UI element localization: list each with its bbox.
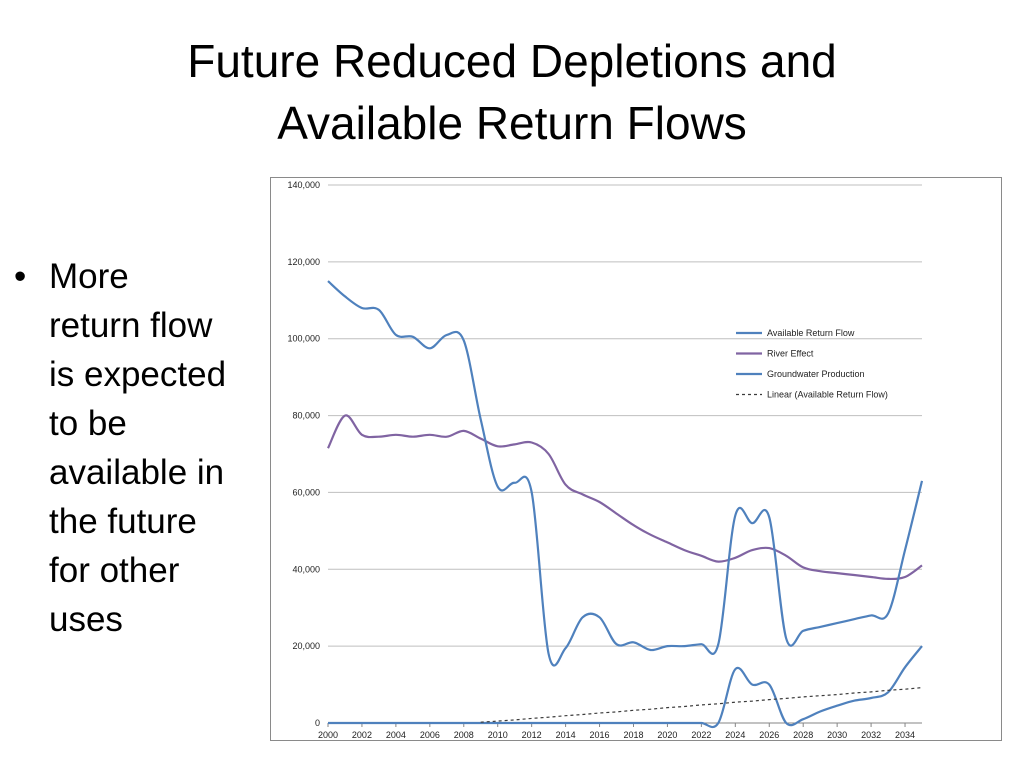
legend-label: Groundwater Production <box>767 369 865 379</box>
legend-label: Linear (Available Return Flow) <box>767 390 888 400</box>
bullet-item: • More return flow is expected to be ava… <box>14 252 264 644</box>
x-tick-label: 2012 <box>522 730 542 740</box>
slide-title: Future Reduced Depletions and Available … <box>0 30 1024 154</box>
bullet-line: the future <box>49 502 197 541</box>
x-tick-label: 2026 <box>759 730 779 740</box>
series-line-groundwater-production <box>327 280 924 667</box>
x-tick-label: 2004 <box>386 730 406 740</box>
bullet-line: available in <box>49 453 225 492</box>
bullet-line: More <box>49 257 129 296</box>
y-tick-label: 40,000 <box>292 564 320 574</box>
x-tick-label: 2024 <box>725 730 745 740</box>
series-line-river-effect <box>327 414 923 581</box>
x-tick-label: 2020 <box>657 730 677 740</box>
y-tick-label: 0 <box>315 718 320 728</box>
chart-axes: 0 20,000 40,000 60,000 80,000 100,000 120,000 1… <box>287 180 922 740</box>
chart-canvas: 0 20,000 40,000 60,000 80,000 100,000 120,000 1… <box>287 180 924 740</box>
line-chart: 0 20,000 40,000 60,000 80,000 100,000 120,000 1… <box>270 177 1002 741</box>
x-tick-label: 2000 <box>318 730 338 740</box>
chart-gridlines <box>328 184 922 724</box>
x-tick-label: 2008 <box>454 730 474 740</box>
y-tick-label: 60,000 <box>292 487 320 497</box>
bullet-list: • More return flow is expected to be ava… <box>14 252 264 644</box>
x-tick-label: 2014 <box>556 730 576 740</box>
x-tick-label: 2034 <box>895 730 915 740</box>
x-tick-label: 2018 <box>623 730 643 740</box>
bullet-line: uses <box>49 600 123 639</box>
x-tick-label: 2010 <box>488 730 508 740</box>
x-tick-label: 2022 <box>691 730 711 740</box>
y-tick-label: 80,000 <box>292 411 320 421</box>
x-tick-label: 2006 <box>420 730 440 740</box>
legend-label: Available Return Flow <box>767 328 855 338</box>
chart-series <box>327 280 924 729</box>
y-tick-label: 100,000 <box>287 334 320 344</box>
bullet-glyph: • <box>14 257 27 296</box>
x-tick-label: 2028 <box>793 730 813 740</box>
bullet-line: return flow <box>49 306 213 345</box>
slide-title-line-1: Future Reduced Depletions and <box>187 35 837 87</box>
bullet-line: is expected <box>49 355 227 394</box>
legend-label: River Effect <box>767 349 814 359</box>
x-tick-label: 2002 <box>352 730 372 740</box>
y-tick-label: 20,000 <box>292 641 320 651</box>
x-tick-label: 2032 <box>861 730 881 740</box>
y-tick-label: 140,000 <box>287 180 320 190</box>
bullet-line: for other <box>49 551 180 590</box>
slide-title-line-2: Available Return Flows <box>277 97 747 149</box>
series-line-available-return-flow <box>327 645 923 729</box>
chart-legend: Available Return Flow River Effect Groundw… <box>736 328 888 400</box>
x-tick-label: 2016 <box>590 730 610 740</box>
x-tick-label: 2030 <box>827 730 847 740</box>
bullet-line: to be <box>49 404 127 443</box>
series-line-linear-available-return-flow <box>480 687 923 723</box>
y-tick-label: 120,000 <box>287 257 320 267</box>
